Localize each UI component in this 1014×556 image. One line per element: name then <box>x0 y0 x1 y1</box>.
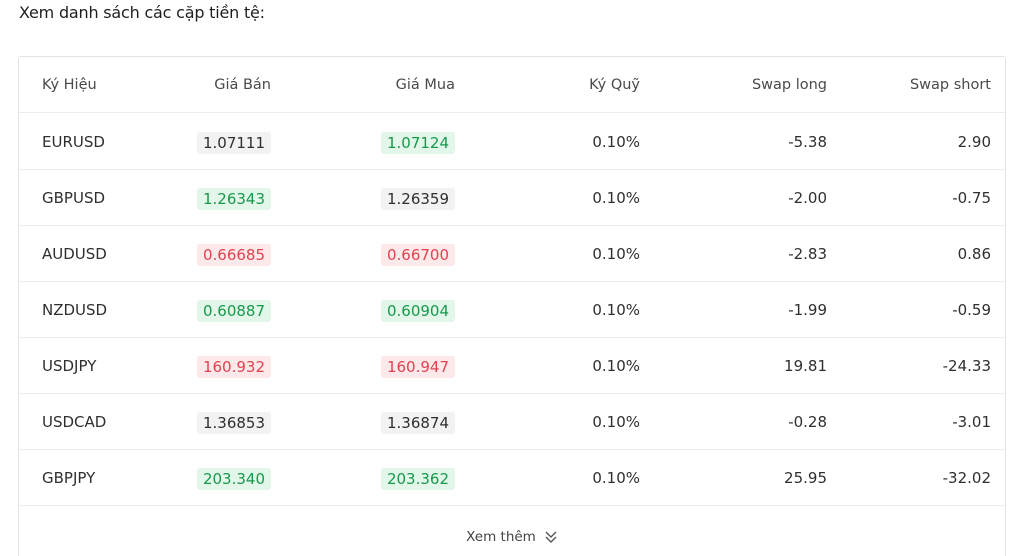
show-more-row: Xem thêm <box>19 509 1005 556</box>
bid-price: 203.340 <box>196 467 271 490</box>
column-header-swap-long: Swap long <box>751 77 827 93</box>
swap-long-cell: -2.83 <box>788 245 827 263</box>
page-heading: Xem danh sách các cặp tiền tệ: <box>19 3 265 22</box>
bid-price: 1.36853 <box>196 411 271 434</box>
bid-cell: 160.932 <box>196 338 271 394</box>
swap-short-cell: -0.75 <box>952 189 991 207</box>
table-row: EURUSD 1.07111 1.07124 0.10% -5.38 2.90 <box>19 114 1005 170</box>
bid-cell: 1.26343 <box>196 170 271 226</box>
margin-cell: 0.10% <box>592 413 640 431</box>
ask-cell: 1.07124 <box>380 114 455 170</box>
table-row: AUDUSD 0.66685 0.66700 0.10% -2.83 0.86 <box>19 226 1005 282</box>
table-row: GBPUSD 1.26343 1.26359 0.10% -2.00 -0.75 <box>19 170 1005 226</box>
ask-price: 1.07124 <box>380 131 455 154</box>
column-header-symbol: Ký Hiệu <box>42 77 97 93</box>
ask-price: 1.26359 <box>380 187 455 210</box>
ask-price: 0.60904 <box>380 299 455 322</box>
column-header-swap-short: Swap short <box>909 77 991 93</box>
swap-short-cell: -24.33 <box>942 357 991 375</box>
bid-price: 0.66685 <box>196 243 271 266</box>
ask-price: 160.947 <box>380 355 455 378</box>
swap-long-cell: -5.38 <box>788 133 827 151</box>
bid-cell: 1.07111 <box>196 114 271 170</box>
swap-long-cell: -2.00 <box>788 189 827 207</box>
ask-cell: 0.60904 <box>380 282 455 338</box>
margin-cell: 0.10% <box>592 301 640 319</box>
table-row: NZDUSD 0.60887 0.60904 0.10% -1.99 -0.59 <box>19 282 1005 338</box>
symbol-cell: GBPJPY <box>42 469 96 487</box>
bid-price: 1.07111 <box>196 131 271 154</box>
table-row: USDCAD 1.36853 1.36874 0.10% -0.28 -3.01 <box>19 394 1005 450</box>
table-row: GBPJPY 203.340 203.362 0.10% 25.95 -32.02 <box>19 450 1005 506</box>
symbol-cell: AUDUSD <box>42 245 107 263</box>
margin-cell: 0.10% <box>592 245 640 263</box>
swap-long-cell: -0.28 <box>788 413 827 431</box>
bid-cell: 0.66685 <box>196 226 271 282</box>
swap-short-cell: 2.90 <box>957 133 991 151</box>
ask-cell: 0.66700 <box>380 226 455 282</box>
column-header-ask: Giá Mua <box>395 77 455 93</box>
ask-cell: 1.36874 <box>380 394 455 450</box>
swap-short-cell: -0.59 <box>952 301 991 319</box>
margin-cell: 0.10% <box>592 469 640 487</box>
table-row: USDJPY 160.932 160.947 0.10% 19.81 -24.33 <box>19 338 1005 394</box>
ask-price: 0.66700 <box>380 243 455 266</box>
symbol-cell: USDCAD <box>42 413 107 431</box>
swap-long-cell: -1.99 <box>788 301 827 319</box>
bid-cell: 203.340 <box>196 450 271 506</box>
bid-price: 0.60887 <box>196 299 271 322</box>
bid-price: 160.932 <box>196 355 271 378</box>
margin-cell: 0.10% <box>592 357 640 375</box>
swap-long-cell: 19.81 <box>784 357 827 375</box>
symbol-cell: USDJPY <box>42 357 97 375</box>
ask-cell: 203.362 <box>380 450 455 506</box>
swap-short-cell: -32.02 <box>942 469 991 487</box>
currency-pairs-table: Ký Hiệu Giá Bán Giá Mua Ký Quỹ Swap long… <box>18 56 1006 556</box>
bid-cell: 1.36853 <box>196 394 271 450</box>
margin-cell: 0.10% <box>592 189 640 207</box>
ask-cell: 1.26359 <box>380 170 455 226</box>
ask-price: 1.36874 <box>380 411 455 434</box>
bid-price: 1.26343 <box>196 187 271 210</box>
swap-short-cell: 0.86 <box>957 245 991 263</box>
ask-price: 203.362 <box>380 467 455 490</box>
swap-short-cell: -3.01 <box>952 413 991 431</box>
swap-long-cell: 25.95 <box>784 469 827 487</box>
double-chevron-down-icon <box>545 531 557 543</box>
margin-cell: 0.10% <box>592 133 640 151</box>
show-more-button[interactable]: Xem thêm <box>466 509 558 556</box>
ask-cell: 160.947 <box>380 338 455 394</box>
symbol-cell: EURUSD <box>42 133 105 151</box>
symbol-cell: NZDUSD <box>42 301 108 319</box>
symbol-cell: GBPUSD <box>42 189 106 207</box>
column-header-bid: Giá Bán <box>214 77 271 93</box>
show-more-label: Xem thêm <box>466 529 536 545</box>
bid-cell: 0.60887 <box>196 282 271 338</box>
table-header: Ký Hiệu Giá Bán Giá Mua Ký Quỹ Swap long… <box>19 57 1005 113</box>
column-header-margin: Ký Quỹ <box>589 77 640 93</box>
